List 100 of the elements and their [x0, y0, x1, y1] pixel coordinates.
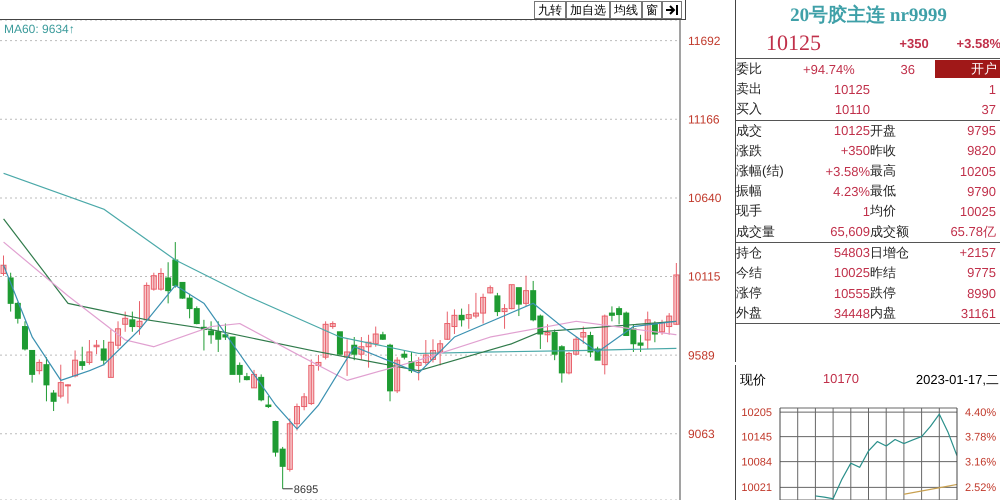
candlestick	[451, 308, 458, 335]
candlestick	[458, 308, 465, 328]
candlestick	[79, 346, 86, 370]
text: 10555	[834, 286, 870, 301]
chart-title: 现价	[740, 371, 766, 389]
candlestick	[566, 351, 572, 375]
candlestick	[86, 340, 92, 366]
text: 成交量	[736, 224, 775, 239]
candlestick	[64, 384, 71, 404]
candlestick	[516, 287, 522, 317]
text: 37	[982, 102, 996, 117]
text: 8990	[967, 286, 996, 301]
candlestick	[286, 418, 293, 472]
text: 外盘	[736, 305, 762, 320]
text: 买入	[736, 101, 762, 116]
text: 20号胶主连 nr9999	[789, 4, 948, 28]
text: 涨幅(结)	[736, 163, 784, 178]
candlestick	[330, 320, 336, 330]
text: 窗	[642, 1, 662, 19]
candlestick	[115, 320, 122, 350]
text: 跌停	[870, 285, 896, 300]
text: 昨结	[870, 264, 896, 280]
text: 34448	[834, 306, 870, 321]
candlestick	[100, 340, 107, 366]
candlestick	[336, 331, 343, 356]
text: 65,609	[830, 224, 870, 240]
y-tick-label: 10084	[741, 456, 772, 468]
candlestick	[416, 356, 422, 381]
line-series	[814, 414, 958, 500]
text: 加自选	[566, 1, 610, 19]
text: 10170	[822, 371, 860, 388]
text: 现手	[736, 203, 762, 218]
text: 2023-01-17,二	[916, 371, 999, 389]
text: 10125	[766, 30, 821, 55]
candlestick	[265, 396, 272, 409]
annotation: MA60: 9634↑	[4, 22, 75, 36]
y-tick-label: 9063	[688, 427, 716, 442]
candlestick	[580, 326, 586, 344]
candlestick	[251, 369, 258, 388]
y2-tick-label: 4.40%	[965, 406, 996, 419]
text: 涨停	[736, 285, 762, 300]
y-tick-label: 11692	[688, 34, 721, 48]
y2-tick-label: 3.78%	[965, 432, 996, 444]
text: 65.78亿	[950, 224, 996, 239]
text: 昨收	[870, 142, 896, 158]
y-tick-label: 11166	[688, 112, 720, 127]
candlestick	[94, 340, 100, 355]
text: 4.23%	[833, 184, 870, 199]
text: 9795	[967, 123, 996, 138]
text: 今结	[736, 264, 762, 280]
text: 9820	[967, 143, 996, 158]
text: 卖出	[736, 81, 762, 96]
text: 均价	[870, 203, 896, 218]
text: 10110	[834, 102, 870, 117]
candlestick	[129, 311, 136, 332]
candlestick	[22, 320, 28, 351]
text: 9775	[967, 265, 996, 280]
candlestick	[150, 272, 157, 292]
text: 涨跌	[736, 142, 762, 158]
text: 36	[900, 62, 915, 77]
candlestick	[466, 304, 472, 330]
candlestick	[158, 268, 164, 292]
candlestick	[58, 364, 64, 399]
candlestick	[508, 284, 515, 310]
candlestick	[122, 311, 128, 332]
candlestick	[523, 275, 530, 307]
y-tick-label: 9589	[688, 348, 716, 362]
text: 委比	[736, 61, 762, 76]
candlestick	[136, 300, 142, 336]
candlestick	[480, 293, 486, 324]
candlestick	[502, 304, 508, 330]
candlestick	[36, 358, 42, 375]
line-series	[903, 484, 958, 495]
candlestick	[43, 356, 50, 402]
text: 振幅	[736, 183, 762, 198]
text: 最低	[870, 183, 896, 198]
text: 10205	[960, 164, 996, 179]
text: +94.74%	[803, 62, 855, 77]
text: 10125	[834, 82, 870, 97]
text: +350	[899, 36, 929, 50]
y2-tick-label: 2.52%	[965, 482, 996, 494]
text: 10025	[834, 265, 870, 280]
text: 内盘	[870, 305, 896, 320]
y-tick-label: 10021	[741, 482, 772, 494]
candlestick	[372, 326, 379, 348]
y2-tick-label: 3.16%	[965, 456, 996, 469]
text: 开盘	[870, 122, 896, 138]
candlestick	[301, 392, 308, 411]
candlestick	[294, 403, 300, 431]
candlestick	[494, 292, 500, 317]
y-tick-label: 10115	[688, 270, 721, 284]
text: 54803	[834, 245, 870, 260]
text: 31161	[960, 306, 996, 321]
y-tick-label: 10205	[741, 406, 772, 419]
candlestick	[308, 358, 314, 406]
candlestick	[472, 292, 479, 319]
text: 成交	[736, 122, 762, 138]
text: 最高	[870, 163, 896, 178]
text: 均线	[610, 1, 642, 19]
text: +350	[840, 143, 870, 158]
